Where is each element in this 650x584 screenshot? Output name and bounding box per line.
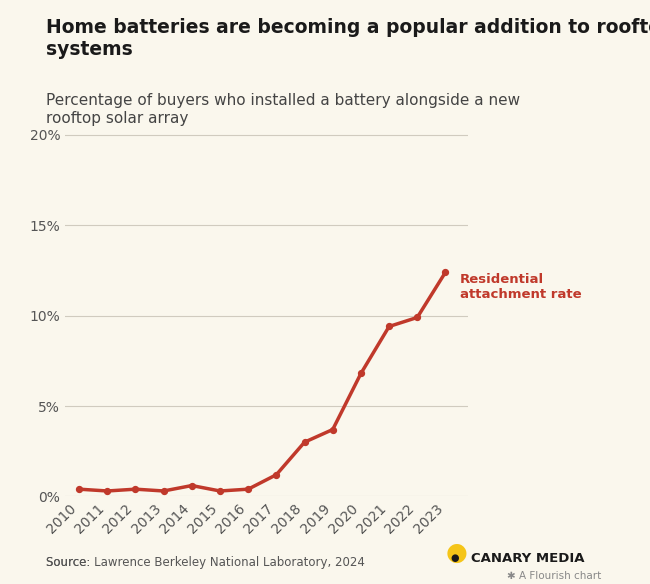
- Text: Source: Lawrence Berkeley National Laboratory, 2024: Source: Lawrence Berkeley National Labor…: [46, 557, 365, 569]
- Point: [130, 485, 140, 494]
- Text: ✱ A Flourish chart: ✱ A Flourish chart: [507, 571, 601, 581]
- Point: [102, 486, 112, 496]
- Text: Residential
attachment rate: Residential attachment rate: [460, 273, 581, 301]
- Point: [159, 486, 169, 496]
- Point: [384, 322, 395, 331]
- Text: ●: ●: [450, 553, 459, 563]
- Text: ●: ●: [445, 541, 467, 565]
- Point: [328, 425, 338, 434]
- Point: [271, 470, 281, 479]
- Point: [74, 485, 85, 494]
- Point: [440, 267, 450, 277]
- Point: [412, 313, 423, 322]
- Text: CANARY MEDIA: CANARY MEDIA: [471, 552, 585, 565]
- Text: Source:: Source:: [46, 557, 94, 569]
- Text: Home batteries are becoming a popular addition to rooftop solar
systems: Home batteries are becoming a popular ad…: [46, 18, 650, 58]
- Point: [187, 481, 197, 490]
- Text: Percentage of buyers who installed a battery alongside a new
rooftop solar array: Percentage of buyers who installed a bat…: [46, 93, 519, 126]
- Point: [243, 485, 254, 494]
- Point: [356, 369, 366, 378]
- Point: [214, 486, 225, 496]
- Point: [300, 437, 310, 447]
